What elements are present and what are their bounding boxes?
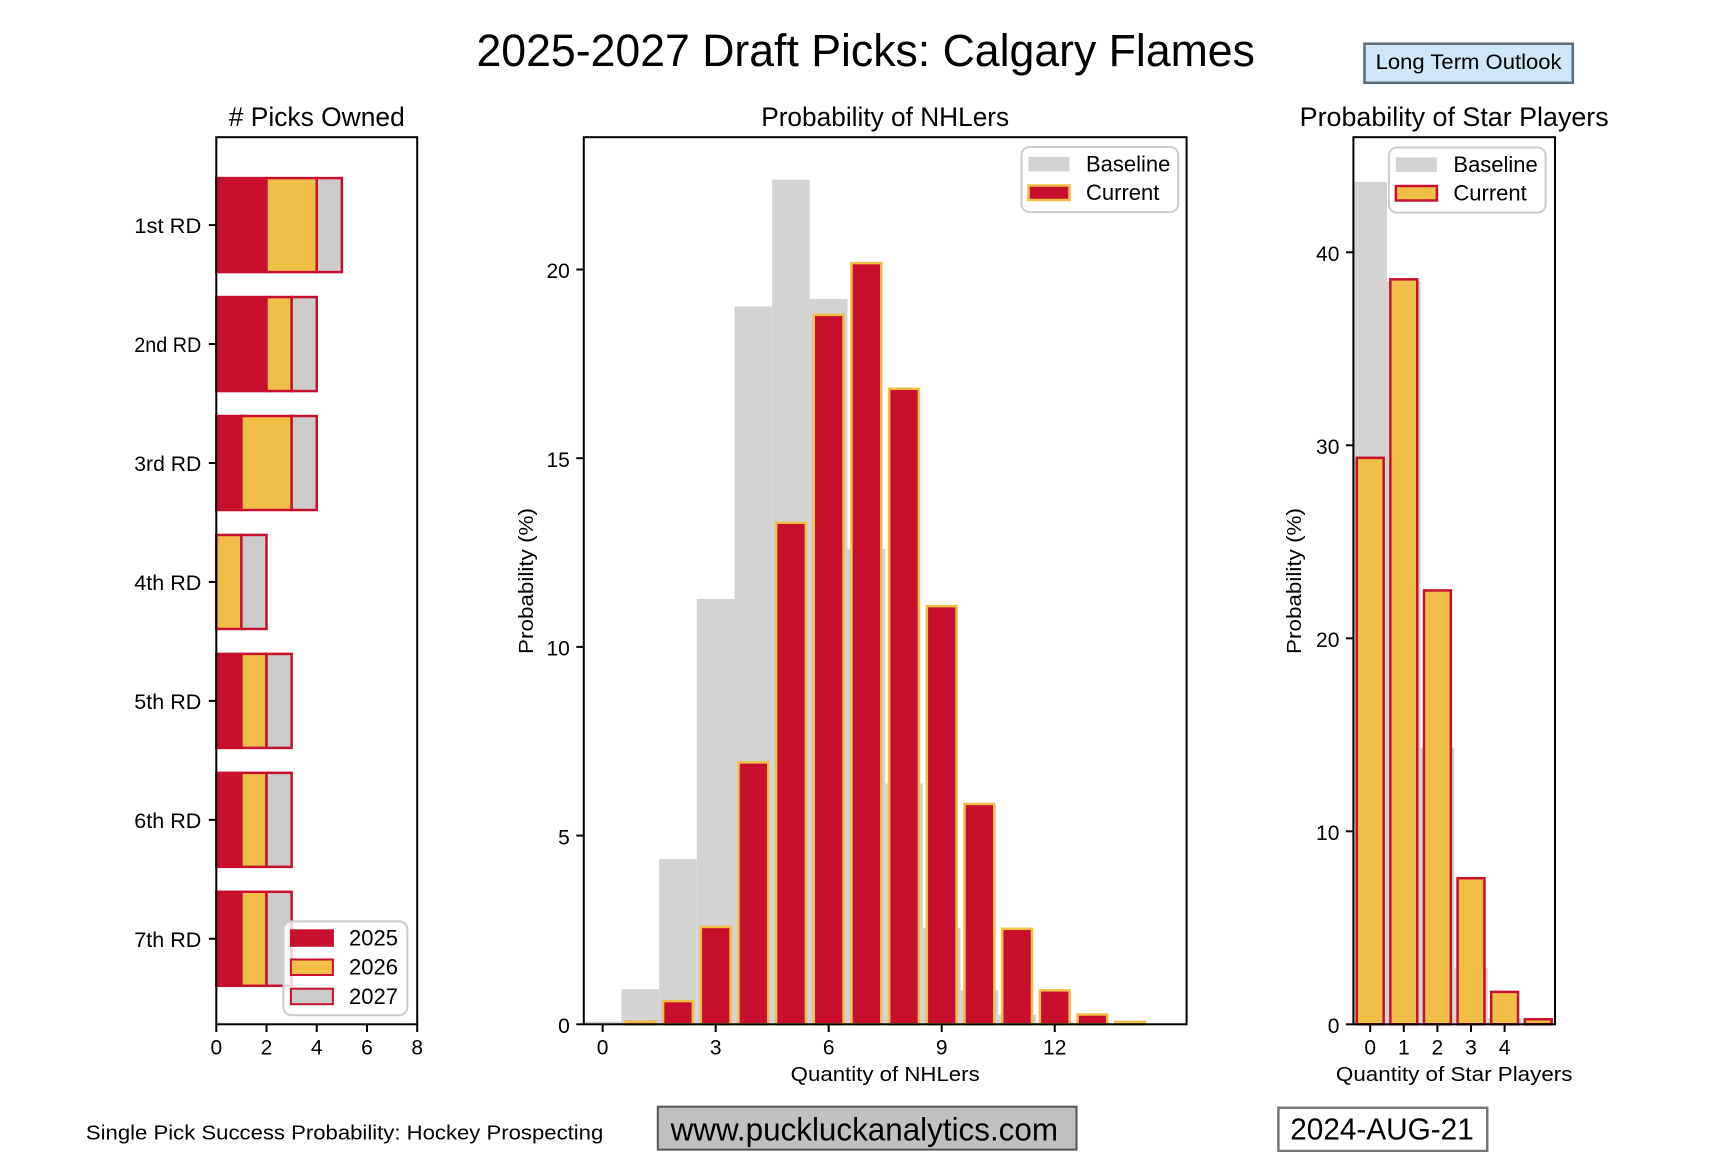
svg-text:Quantity of NHLers: Quantity of NHLers <box>791 1063 980 1086</box>
svg-text:30: 30 <box>1316 436 1339 459</box>
svg-text:6th RD: 6th RD <box>134 810 201 833</box>
svg-text:3: 3 <box>710 1036 722 1059</box>
svg-text:0: 0 <box>1364 1036 1376 1059</box>
svg-text:5: 5 <box>558 826 570 849</box>
svg-text:5th RD: 5th RD <box>134 691 201 714</box>
svg-text:8: 8 <box>411 1036 423 1059</box>
svg-text:40: 40 <box>1316 243 1339 266</box>
svg-text:6: 6 <box>361 1036 373 1059</box>
svg-text:2026: 2026 <box>349 955 398 980</box>
svg-text:2027: 2027 <box>349 984 398 1009</box>
svg-text:Probability of Star Players: Probability of Star Players <box>1300 102 1609 132</box>
svg-text:# Picks Owned: # Picks Owned <box>229 102 405 132</box>
svg-text:2: 2 <box>1432 1036 1444 1059</box>
svg-text:20: 20 <box>1316 629 1339 652</box>
svg-text:2025-2027 Draft Picks: Calgary: 2025-2027 Draft Picks: Calgary Flames <box>477 25 1255 76</box>
svg-text:3rd RD: 3rd RD <box>134 453 201 476</box>
svg-text:15: 15 <box>546 449 569 472</box>
svg-text:7th RD: 7th RD <box>134 929 201 952</box>
svg-text:0: 0 <box>597 1036 609 1059</box>
svg-text:Quantity of Star Players: Quantity of Star Players <box>1336 1063 1573 1086</box>
svg-text:3: 3 <box>1465 1036 1477 1059</box>
svg-text:Baseline: Baseline <box>1086 152 1170 177</box>
svg-text:6: 6 <box>823 1036 835 1059</box>
svg-text:www.puckluckanalytics.com: www.puckluckanalytics.com <box>670 1111 1058 1147</box>
svg-text:Current: Current <box>1453 180 1526 205</box>
svg-text:Probability (%): Probability (%) <box>515 508 538 654</box>
svg-text:0: 0 <box>558 1015 570 1038</box>
svg-text:2025: 2025 <box>349 926 398 951</box>
svg-text:4th RD: 4th RD <box>134 572 201 595</box>
svg-text:1st RD: 1st RD <box>134 215 201 238</box>
svg-text:2: 2 <box>261 1036 273 1059</box>
svg-text:9: 9 <box>936 1036 948 1059</box>
svg-text:Single Pick Success Probabilit: Single Pick Success Probability: Hockey … <box>86 1122 603 1145</box>
svg-text:Long Term Outlook: Long Term Outlook <box>1376 50 1562 74</box>
svg-text:10: 10 <box>1316 822 1339 845</box>
svg-text:2024-AUG-21: 2024-AUG-21 <box>1290 1113 1474 1147</box>
svg-text:Probability of NHLers: Probability of NHLers <box>761 102 1009 132</box>
svg-text:0: 0 <box>1328 1015 1340 1038</box>
svg-text:10: 10 <box>546 638 569 661</box>
svg-text:4: 4 <box>1499 1036 1511 1059</box>
svg-text:0: 0 <box>210 1036 222 1059</box>
svg-text:4: 4 <box>311 1036 323 1059</box>
svg-text:12: 12 <box>1043 1036 1066 1059</box>
svg-text:Probability (%): Probability (%) <box>1283 508 1306 654</box>
svg-text:20: 20 <box>546 260 569 283</box>
svg-text:1: 1 <box>1398 1036 1410 1059</box>
svg-text:Current: Current <box>1086 180 1159 205</box>
svg-text:2nd RD: 2nd RD <box>134 334 201 357</box>
svg-text:Baseline: Baseline <box>1453 152 1537 177</box>
